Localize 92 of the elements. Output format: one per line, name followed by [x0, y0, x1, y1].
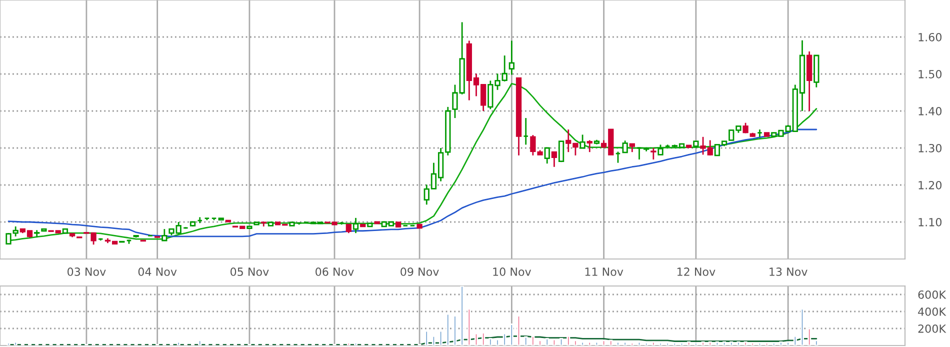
y-tick-label: 1.50 [918, 70, 942, 78]
bar [793, 335, 797, 346]
bar [354, 342, 358, 346]
x-tick-label: 06 Nov [316, 268, 354, 276]
bar [644, 342, 648, 346]
bar [510, 324, 514, 346]
bar [623, 341, 627, 346]
bar [566, 335, 570, 346]
bar [772, 342, 776, 346]
candlestick [162, 228, 168, 242]
candlestick [508, 40, 514, 76]
x-tick-label: 12 Nov [677, 268, 716, 276]
bar [715, 341, 719, 346]
candlestick [352, 217, 359, 234]
bar [630, 342, 634, 346]
bar [637, 341, 641, 346]
bar [750, 342, 754, 346]
bar [708, 341, 712, 346]
candlestick [580, 134, 586, 149]
bar [6, 342, 10, 346]
candlestick [558, 140, 564, 163]
bar [574, 340, 578, 346]
x-tick-label: 11 Nov [585, 268, 624, 276]
y-tick-label: 1.40 [918, 106, 942, 116]
y-tick-label: 1.20 [918, 180, 942, 190]
bar [467, 308, 471, 346]
bar [616, 341, 620, 346]
bar [758, 342, 762, 346]
bar [545, 338, 549, 346]
bar [687, 341, 691, 346]
bar [658, 342, 662, 346]
bar [524, 336, 528, 346]
candlestick [544, 147, 550, 164]
candlestick [650, 147, 656, 160]
bar [602, 340, 606, 346]
x-tick-label: 13 Nov [770, 268, 808, 276]
bar [488, 338, 492, 346]
y-tick-label: 400K [918, 307, 946, 316]
bar [744, 341, 748, 346]
bar [502, 332, 506, 346]
candlestick [658, 144, 664, 156]
bar [517, 315, 521, 346]
bar [722, 341, 726, 346]
bar [14, 341, 18, 346]
bar [474, 332, 478, 346]
bar [176, 341, 180, 346]
bar [580, 341, 584, 346]
bar [460, 286, 464, 346]
bar [814, 340, 818, 346]
x-tick-label: 03 Nov [68, 268, 106, 276]
bar [672, 342, 676, 346]
bar [594, 341, 598, 346]
bar [432, 335, 436, 346]
bar [588, 341, 592, 346]
bar [808, 328, 812, 346]
bar [701, 341, 705, 346]
bar [765, 342, 769, 346]
y-tick-label: 1.60 [918, 32, 942, 42]
line-series [8, 335, 818, 346]
candlestick [586, 140, 592, 153]
bar [439, 330, 443, 346]
candlestick [551, 151, 558, 168]
x-tick-label: 04 Nov [138, 268, 177, 276]
bar [538, 340, 542, 346]
bar [652, 341, 656, 346]
y-tick-label: 1.10 [918, 218, 942, 226]
bar [346, 342, 350, 346]
bar [496, 338, 500, 346]
bar [786, 341, 790, 346]
y-tick-label: 600K [918, 290, 946, 299]
bar [446, 313, 450, 346]
bar [552, 338, 556, 346]
bar [736, 341, 740, 346]
bar [482, 332, 486, 346]
bar [680, 342, 684, 346]
bar [666, 342, 670, 346]
bar [198, 340, 202, 346]
bar [800, 308, 804, 346]
y-tick-label: 1.30 [918, 144, 942, 152]
candlestick [622, 140, 628, 154]
bar [424, 330, 428, 346]
bar [560, 338, 564, 346]
bar [453, 315, 457, 346]
bar [730, 341, 734, 346]
y-tick-label: 200K [918, 324, 946, 333]
bar [609, 340, 613, 346]
bar [531, 335, 535, 346]
x-tick-label: 10 Nov [493, 268, 532, 276]
x-tick-label: 09 Nov [400, 268, 439, 276]
bar [694, 342, 698, 346]
bar [779, 341, 783, 346]
x-tick-label: 05 Nov [230, 268, 269, 276]
